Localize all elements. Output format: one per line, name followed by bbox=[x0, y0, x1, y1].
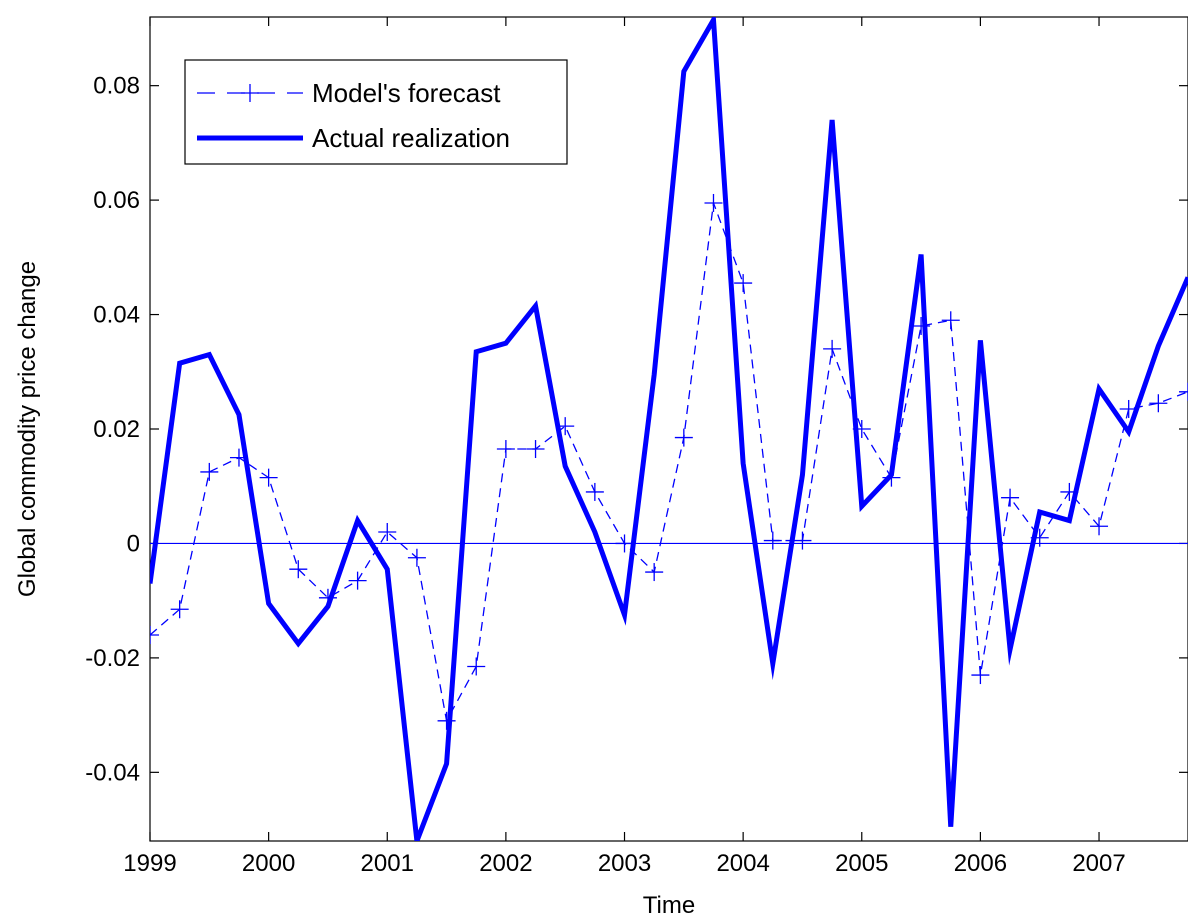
y-tick-label: -0.02 bbox=[85, 645, 140, 672]
y-tick-label: 0.06 bbox=[93, 187, 140, 214]
legend-sample-forecast bbox=[197, 84, 303, 102]
legend-label-forecast: Model's forecast bbox=[312, 78, 501, 108]
legend-forecast-marker bbox=[241, 84, 259, 102]
forecast-point bbox=[200, 462, 219, 481]
forecast-point bbox=[823, 339, 842, 358]
forecast-point bbox=[526, 440, 545, 459]
y-tick-label: 0.04 bbox=[93, 302, 140, 329]
legend-label-actual: Actual realization bbox=[312, 123, 510, 153]
forecast-point bbox=[585, 482, 604, 501]
forecast-point bbox=[1001, 488, 1020, 507]
forecast-point bbox=[378, 523, 397, 541]
x-tick-label: 2003 bbox=[598, 850, 651, 877]
forecast-point bbox=[170, 600, 189, 619]
x-tick-label: 2002 bbox=[479, 850, 532, 877]
y-tick-label: 0 bbox=[127, 530, 140, 557]
y-tick-label: 0.08 bbox=[93, 73, 140, 100]
forecast-point bbox=[674, 428, 693, 447]
forecast-point bbox=[1179, 382, 1188, 401]
x-tick-label: 2006 bbox=[954, 850, 1007, 877]
forecast-point bbox=[1090, 517, 1109, 536]
forecast-point bbox=[971, 666, 990, 685]
forecast-point bbox=[763, 531, 782, 550]
x-tick-label: 2007 bbox=[1072, 850, 1125, 877]
axis-tick-labels: -0.04 -0.02 0 0.02 0.04 0.06 0.08 1999 2000 2001 2… bbox=[85, 73, 1125, 877]
series-line-actual bbox=[150, 17, 1188, 841]
y-tick-label: 0.02 bbox=[93, 416, 140, 443]
x-axis-title: Time bbox=[643, 892, 695, 919]
forecast-point bbox=[259, 468, 278, 487]
forecast-point bbox=[289, 560, 308, 579]
forecast-point bbox=[734, 274, 753, 293]
y-tick-label: -0.04 bbox=[85, 759, 140, 786]
legend: Model's forecast Actual realization bbox=[184, 59, 568, 165]
x-tick-label: 1999 bbox=[123, 850, 176, 877]
forecast-point bbox=[348, 571, 367, 590]
forecast-point bbox=[1149, 394, 1168, 413]
series-line-forecast bbox=[150, 202, 1188, 723]
y-axis-title: Global commodity price change bbox=[14, 261, 41, 597]
forecast-point bbox=[793, 531, 812, 550]
forecast-point bbox=[496, 440, 515, 459]
forecast-point bbox=[437, 711, 456, 730]
forecast-point bbox=[407, 548, 426, 567]
x-tick-label: 2001 bbox=[361, 850, 414, 877]
forecast-point bbox=[467, 657, 486, 676]
forecast-point bbox=[645, 563, 664, 582]
legend-box bbox=[184, 59, 568, 165]
x-tick-label: 2004 bbox=[716, 850, 769, 877]
series-layer bbox=[150, 17, 1188, 841]
x-tick-label: 2000 bbox=[242, 850, 295, 877]
x-tick-label: 2005 bbox=[835, 850, 888, 877]
forecast-point bbox=[615, 534, 634, 553]
forecast-point bbox=[704, 193, 723, 212]
forecast-point bbox=[941, 311, 960, 330]
forecast-point bbox=[150, 626, 159, 644]
